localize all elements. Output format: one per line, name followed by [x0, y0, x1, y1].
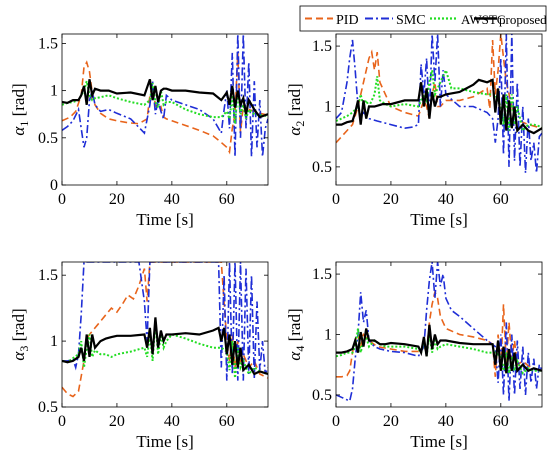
series-smc-alpha1	[62, 34, 268, 157]
y-tick-label: 1	[324, 327, 332, 344]
y-tick-label: 1	[50, 83, 58, 100]
x-tick-label: 0	[332, 191, 340, 208]
x-tick-label: 0	[58, 413, 66, 430]
x-tick-label: 40	[164, 413, 180, 430]
axes-frame-alpha3	[61, 261, 269, 408]
x-axis-label: Time [s]	[136, 432, 193, 451]
x-axis-label: Time [s]	[410, 210, 467, 229]
series-proposed-alpha2	[336, 78, 542, 135]
y-axis-label: α1 [rad]	[9, 83, 31, 135]
x-tick-label: 40	[438, 191, 454, 208]
x-tick-label: 60	[493, 191, 509, 208]
series-smc-alpha4	[336, 262, 542, 403]
x-tick-label: 0	[58, 191, 66, 208]
x-tick-label: 60	[219, 191, 235, 208]
y-tick-label: 0	[50, 177, 58, 194]
legend-label-proposed: proposed	[499, 12, 547, 27]
legend-entry-proposed: proposed	[474, 12, 547, 27]
y-tick-label: 0.5	[38, 399, 58, 416]
series-proposed-alpha1	[62, 78, 268, 119]
y-axis-label: α2 [rad]	[285, 83, 307, 135]
x-axis-label: Time [s]	[410, 432, 467, 451]
subplot-alpha2: 0 20 40 60 0.5 1 1.5 Time [s] α2 [rad]	[285, 33, 543, 229]
legend-frame	[299, 5, 547, 32]
x-tick-label: 60	[219, 413, 235, 430]
x-tick-label: 20	[383, 413, 399, 430]
series-awstc-alpha1	[62, 80, 268, 124]
plot-area-alpha1	[62, 34, 268, 157]
y-tick-label: 0.5	[312, 387, 332, 404]
legend: PID SMC AWSTC proposed	[299, 5, 547, 32]
x-tick-label: 20	[109, 191, 125, 208]
x-tick-label: 0	[332, 413, 340, 430]
axes-frame-alpha1	[61, 33, 269, 186]
x-axis-label: Time [s]	[136, 210, 193, 229]
x-tick-label: 20	[109, 413, 125, 430]
x-tick-label: 40	[438, 413, 454, 430]
y-tick-label: 1	[324, 98, 332, 115]
subplot-alpha3: 0 20 40 60 0.5 1 1.5 Time [s] α3 [rad]	[9, 261, 269, 451]
legend-label-pid: PID	[336, 13, 359, 28]
subplot-alpha1: 0 20 40 60 0 0.5 1 1.5 Time [s] α1 [rad]	[9, 33, 269, 229]
plot-area-alpha4	[336, 262, 542, 403]
series-proposed-alpha3	[62, 317, 268, 376]
legend-entry-smc: SMC	[365, 13, 426, 28]
legend-label-smc: SMC	[396, 13, 426, 28]
y-tick-label: 0.5	[38, 130, 58, 147]
series-smc-alpha3	[62, 262, 268, 381]
series-proposed-alpha4	[336, 324, 542, 374]
y-tick-label: 1.5	[312, 266, 332, 283]
y-axis-label: α3 [rad]	[9, 308, 31, 360]
legend-entry-pid: PID	[305, 13, 359, 28]
y-axis-label: α4 [rad]	[285, 308, 307, 360]
x-tick-label: 40	[164, 191, 180, 208]
x-tick-label: 20	[383, 191, 399, 208]
series-awstc-alpha4	[336, 328, 542, 375]
y-tick-label: 1	[50, 333, 58, 350]
y-tick-label: 1.5	[38, 267, 58, 284]
y-tick-label: 1.5	[312, 38, 332, 55]
subplot-alpha4: 0 20 40 60 0.5 1 1.5 Time [s] α4 [rad]	[285, 261, 543, 451]
y-tick-label: 0.5	[312, 159, 332, 176]
x-tick-label: 60	[493, 413, 509, 430]
axes-frame-alpha2	[335, 33, 543, 186]
plot-area-alpha3	[62, 262, 268, 398]
plot-area-alpha2	[336, 34, 542, 173]
series-awstc-alpha2	[336, 67, 542, 133]
y-tick-label: 1.5	[38, 35, 58, 52]
